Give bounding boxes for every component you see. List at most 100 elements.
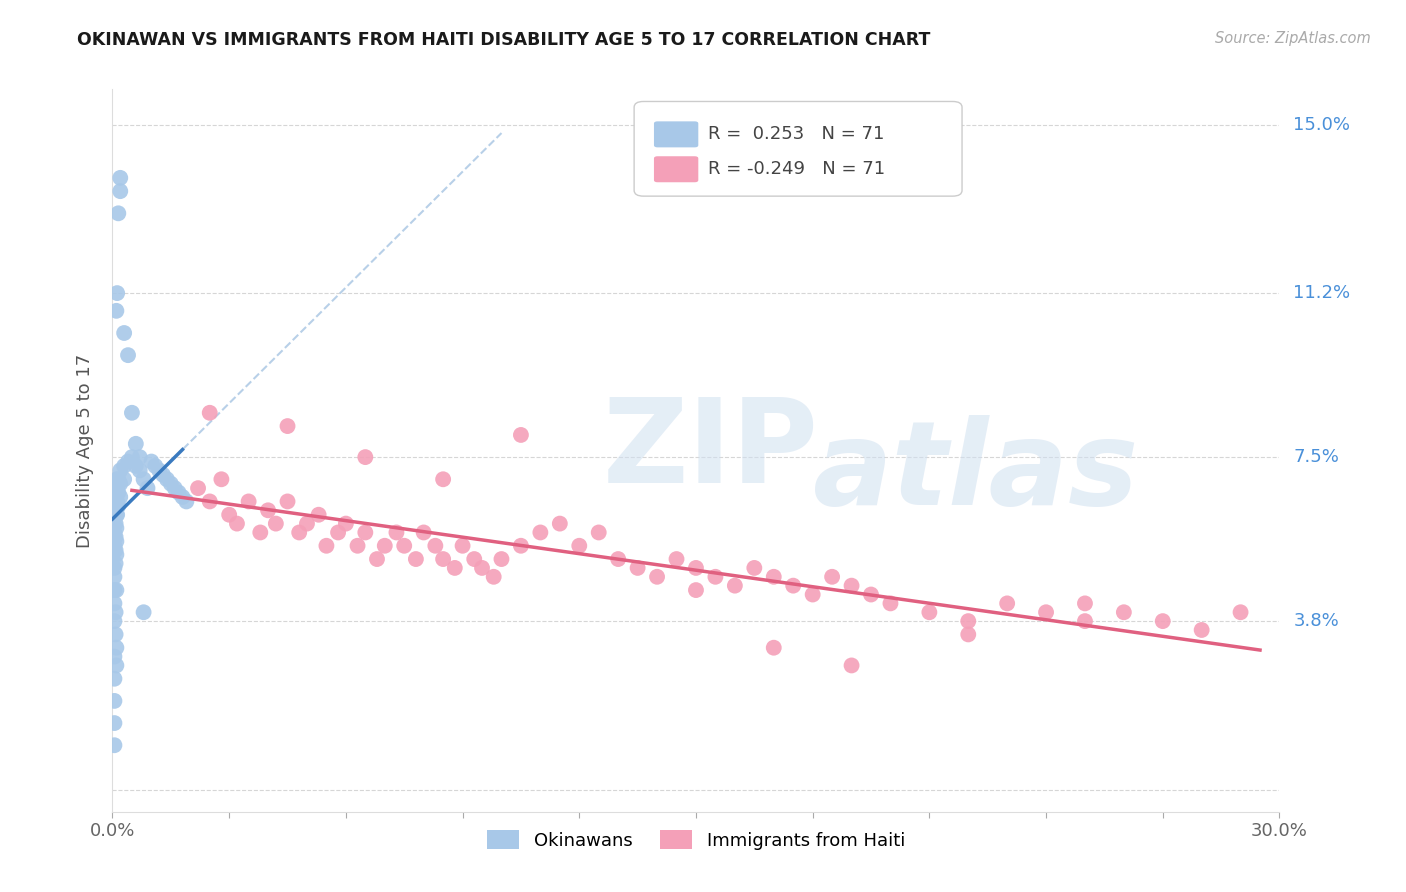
Point: [104, 557, 127, 571]
Text: OKINAWAN VS IMMIGRANTS FROM HAITI DISABILITY AGE 5 TO 17 CORRELATION CHART: OKINAWAN VS IMMIGRANTS FROM HAITI DISABI…: [77, 31, 931, 49]
Point: [104, 503, 127, 517]
Point: [1152, 614, 1174, 628]
Point: [879, 596, 901, 610]
Point: [463, 552, 485, 566]
Point: [801, 588, 824, 602]
Point: [110, 490, 132, 504]
Point: [704, 570, 727, 584]
Point: [103, 649, 125, 664]
Point: [412, 525, 434, 540]
Point: [588, 525, 610, 540]
Point: [782, 579, 804, 593]
Point: [104, 543, 127, 558]
Text: R =  0.253   N = 71: R = 0.253 N = 71: [707, 126, 884, 144]
Point: [141, 454, 163, 468]
Point: [957, 614, 980, 628]
Point: [685, 583, 707, 598]
Point: [1035, 605, 1057, 619]
FancyBboxPatch shape: [654, 156, 699, 182]
Point: [1229, 605, 1251, 619]
Point: [103, 614, 125, 628]
Point: [288, 525, 311, 540]
Point: [249, 525, 271, 540]
Point: [117, 454, 139, 468]
Point: [374, 539, 396, 553]
Point: [105, 640, 128, 655]
Point: [105, 472, 128, 486]
Point: [107, 472, 129, 486]
Point: [105, 499, 128, 513]
Point: [1191, 623, 1213, 637]
Point: [160, 476, 183, 491]
Point: [104, 530, 127, 544]
Point: [103, 570, 125, 584]
Point: [121, 450, 143, 464]
Point: [276, 419, 298, 434]
Point: [103, 694, 125, 708]
Point: [568, 539, 591, 553]
Point: [841, 658, 863, 673]
Point: [335, 516, 357, 531]
Point: [163, 481, 186, 495]
Point: [405, 552, 427, 566]
Point: [995, 596, 1018, 610]
Point: [198, 494, 221, 508]
Point: [103, 494, 125, 508]
Point: [451, 539, 474, 553]
Point: [187, 481, 209, 495]
Point: [665, 552, 688, 566]
Point: [354, 525, 377, 540]
Point: [821, 570, 844, 584]
Point: [918, 605, 941, 619]
Point: [105, 508, 128, 522]
Point: [110, 463, 132, 477]
Point: [326, 525, 349, 540]
Legend: Okinawans, Immigrants from Haiti: Okinawans, Immigrants from Haiti: [479, 823, 912, 857]
Point: [105, 494, 128, 508]
Point: [762, 640, 785, 655]
Point: [218, 508, 240, 522]
Point: [104, 627, 127, 641]
Point: [125, 458, 148, 473]
Point: [105, 494, 128, 508]
Text: 11.2%: 11.2%: [1294, 284, 1351, 302]
Point: [308, 508, 330, 522]
Point: [103, 481, 125, 495]
Point: [841, 579, 863, 593]
Point: [103, 508, 125, 522]
Text: R = -0.249   N = 71: R = -0.249 N = 71: [707, 161, 884, 178]
Point: [128, 463, 150, 477]
Point: [167, 485, 190, 500]
Point: [121, 406, 143, 420]
Point: [112, 458, 135, 473]
Point: [491, 552, 513, 566]
Point: [354, 450, 377, 464]
Point: [366, 552, 388, 566]
Point: [128, 450, 150, 464]
Point: [105, 286, 128, 301]
Point: [443, 561, 465, 575]
Point: [394, 539, 416, 553]
Point: [315, 539, 337, 553]
Point: [110, 476, 132, 491]
Point: [264, 516, 287, 531]
Point: [176, 494, 198, 508]
Y-axis label: Disability Age 5 to 17: Disability Age 5 to 17: [76, 353, 94, 548]
Point: [257, 503, 280, 517]
Point: [105, 303, 128, 318]
Text: 7.5%: 7.5%: [1294, 448, 1340, 467]
Point: [110, 184, 132, 198]
Point: [509, 539, 531, 553]
Point: [103, 561, 125, 575]
Point: [432, 552, 454, 566]
Point: [105, 583, 128, 598]
Point: [105, 481, 128, 495]
Point: [103, 716, 125, 731]
Point: [1074, 596, 1097, 610]
Point: [482, 570, 505, 584]
Point: [105, 508, 128, 522]
Point: [132, 605, 155, 619]
Point: [509, 428, 531, 442]
Point: [425, 539, 447, 553]
Point: [957, 627, 980, 641]
